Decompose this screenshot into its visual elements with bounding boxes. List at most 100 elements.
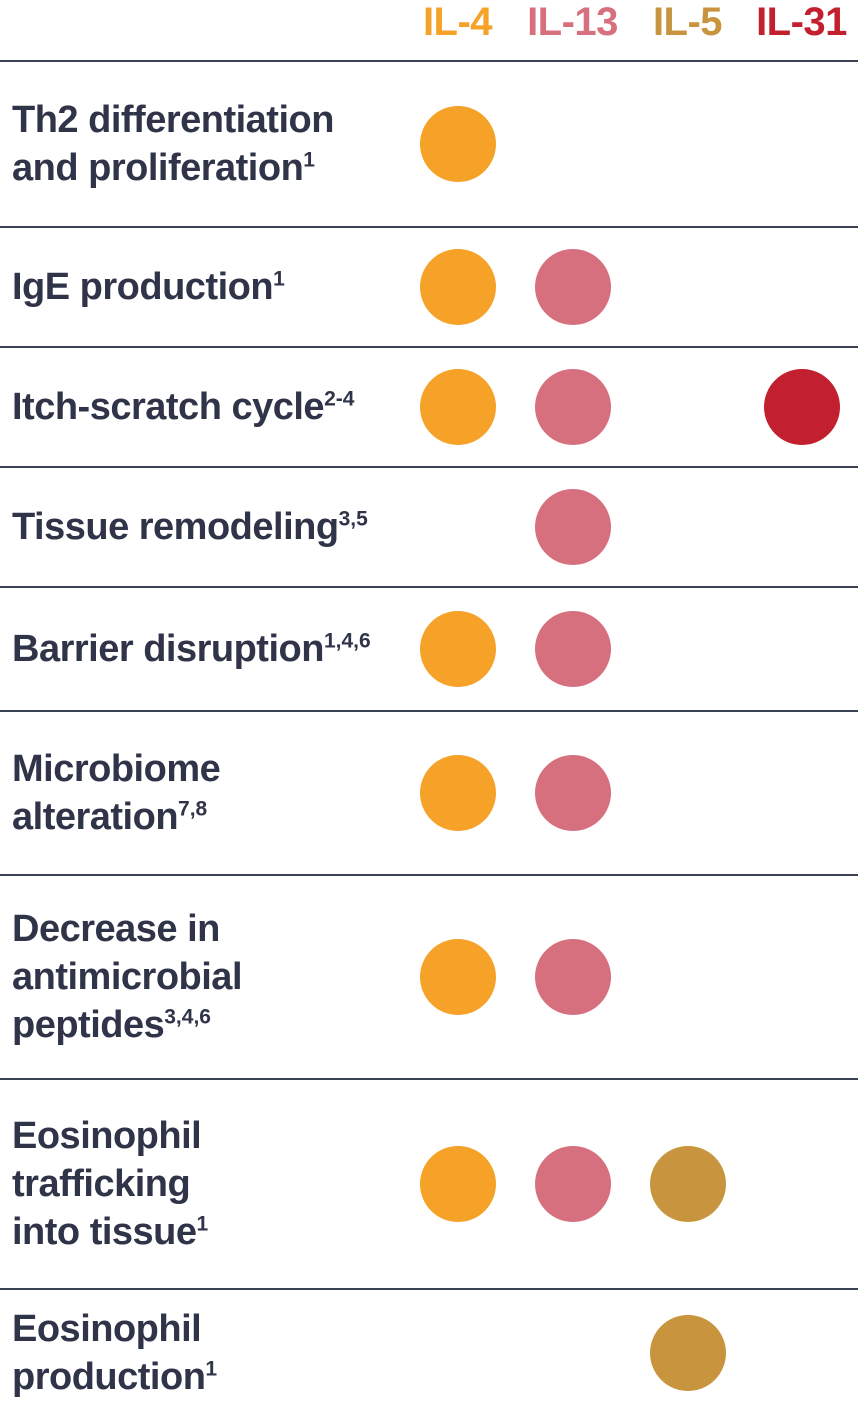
il5-dot	[649, 1315, 726, 1391]
cell-il5	[630, 62, 745, 226]
il31-dot	[763, 369, 840, 445]
row-label-line: production	[12, 1356, 206, 1398]
cell-il31	[745, 876, 858, 1078]
cell-il4	[400, 62, 515, 226]
table-row: Eosinophil production1	[0, 1290, 858, 1416]
cell-il13	[515, 876, 630, 1078]
cell-il5	[630, 712, 745, 874]
il13-dot	[534, 1146, 611, 1222]
il4-dot	[419, 106, 496, 182]
row-label-line: Eosinophil	[12, 1115, 202, 1157]
cell-il13	[515, 1290, 630, 1416]
il4-dot	[419, 939, 496, 1015]
cell-il5	[630, 1290, 745, 1416]
table-row: Microbiome alteration7,8	[0, 712, 858, 876]
reference-superscript: 7,8	[178, 797, 208, 821]
cell-il5	[630, 348, 745, 466]
row-label-line: Th2 differentiation	[12, 99, 334, 141]
cell-il5	[630, 468, 745, 586]
il4-dot	[419, 369, 496, 445]
column-header-il31: IL-31	[756, 0, 847, 44]
table-row: Itch-scratch cycle2-4	[0, 348, 858, 468]
cell-il13	[515, 1080, 630, 1288]
row-label-line: Barrier disruption	[12, 628, 324, 670]
reference-superscript: 2-4	[324, 387, 355, 411]
row-label-line: Microbiome	[12, 748, 221, 790]
table-row: Decrease in antimicrobial peptides3,4,6	[0, 876, 858, 1080]
cell-il13	[515, 468, 630, 586]
il13-dot	[534, 249, 611, 325]
cell-il4	[400, 876, 515, 1078]
cell-il4	[400, 468, 515, 586]
cell-il13	[515, 228, 630, 346]
il13-dot	[534, 369, 611, 445]
table-row: Eosinophil trafficking into tissue1	[0, 1080, 858, 1290]
reference-superscript: 1,4,6	[323, 629, 371, 653]
cell-il31	[745, 348, 858, 466]
cell-il31	[745, 62, 858, 226]
row-label: Eosinophil production1	[0, 1305, 400, 1401]
row-label: Eosinophil trafficking into tissue1	[0, 1112, 400, 1256]
il13-dot	[534, 611, 611, 687]
il5-dot	[649, 1146, 726, 1222]
table-row: Barrier disruption1,4,6	[0, 588, 858, 712]
cell-il5	[630, 588, 745, 710]
row-label: IgE production1	[0, 263, 400, 311]
row-label-line: Decrease in	[12, 908, 220, 950]
cell-il13	[515, 588, 630, 710]
il4-dot	[419, 611, 496, 687]
cell-il31	[745, 468, 858, 586]
row-label-line: into tissue	[12, 1211, 197, 1253]
column-header-il13: IL-13	[527, 0, 618, 44]
il13-dot	[534, 489, 611, 565]
row-label-line: Tissue remodeling	[12, 506, 339, 548]
reference-superscript: 1	[205, 1357, 218, 1381]
cell-il13	[515, 348, 630, 466]
row-label: Decrease in antimicrobial peptides3,4,6	[0, 905, 400, 1049]
column-header-il5: IL-5	[652, 0, 723, 44]
cell-il13	[515, 712, 630, 874]
row-label: Microbiome alteration7,8	[0, 745, 400, 841]
row-label: Th2 differentiation and proliferation1	[0, 96, 400, 192]
cell-il5	[630, 1080, 745, 1288]
cell-il4	[400, 712, 515, 874]
row-label: Tissue remodeling3,5	[0, 503, 400, 551]
row-label-line: trafficking	[12, 1163, 191, 1205]
il4-dot	[419, 755, 496, 831]
reference-superscript: 1	[196, 1212, 209, 1236]
row-label-line: antimicrobial	[12, 956, 243, 998]
cell-il4	[400, 228, 515, 346]
reference-superscript: 3,5	[338, 507, 368, 531]
row-label-line: peptides	[12, 1004, 165, 1046]
il4-dot	[419, 1146, 496, 1222]
header-row: IL-4 IL-13 IL-5 IL-31	[0, 0, 858, 62]
cell-il31	[745, 588, 858, 710]
cell-il4	[400, 588, 515, 710]
cell-il5	[630, 228, 745, 346]
reference-superscript: 1	[303, 148, 315, 172]
row-label-line: Itch-scratch cycle	[12, 386, 325, 428]
row-label-line: Eosinophil	[12, 1308, 202, 1350]
cell-il5	[630, 876, 745, 1078]
table-row: Th2 differentiation and proliferation1	[0, 62, 858, 228]
cell-il4	[400, 1290, 515, 1416]
il13-dot	[534, 939, 611, 1015]
il13-dot	[534, 755, 611, 831]
cell-il31	[745, 1080, 858, 1288]
cell-il4	[400, 1080, 515, 1288]
row-label-line: alteration	[12, 796, 179, 838]
cell-il4	[400, 348, 515, 466]
table-row: Tissue remodeling3,5	[0, 468, 858, 588]
table-row: IgE production1	[0, 228, 858, 348]
row-label: Itch-scratch cycle2-4	[0, 383, 400, 431]
cell-il31	[745, 712, 858, 874]
cell-il13	[515, 62, 630, 226]
cell-il31	[745, 228, 858, 346]
row-label-line: and proliferation	[12, 147, 304, 189]
cell-il31	[745, 1290, 858, 1416]
reference-superscript: 3,4,6	[164, 1005, 211, 1029]
row-label-line: IgE production	[12, 266, 274, 308]
il4-dot	[419, 249, 496, 325]
reference-superscript: 1	[273, 267, 285, 291]
